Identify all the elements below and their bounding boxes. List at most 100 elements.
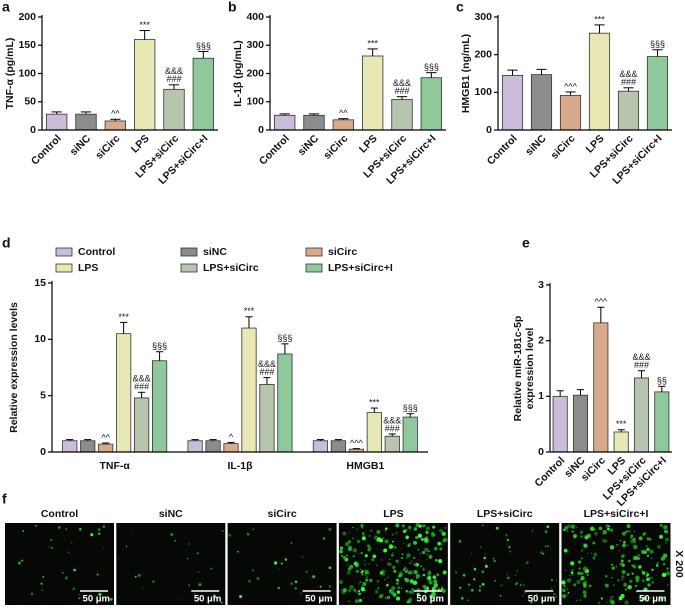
fluorescent-spot <box>610 596 613 599</box>
significance-mark: ^^ <box>101 432 110 442</box>
fluorescent-spot <box>506 573 508 576</box>
fluorescent-spot <box>406 555 409 558</box>
fluorescent-spot <box>174 539 177 542</box>
fluorescent-spot <box>656 574 658 576</box>
fluorescent-spot <box>530 600 533 604</box>
fluorescent-spot <box>570 524 576 529</box>
fluorescent-spot <box>586 573 589 576</box>
fluorescent-spot <box>580 535 583 538</box>
fluorescent-spot <box>389 547 392 550</box>
legend-swatch <box>305 247 323 257</box>
bar <box>163 88 185 131</box>
fluorescent-spot <box>481 583 485 586</box>
fluorescent-spot <box>256 577 260 581</box>
fluorescent-spot <box>90 533 94 537</box>
y-tick-label: 0 <box>538 446 544 458</box>
fluorescent-spot <box>51 547 53 549</box>
bar <box>187 440 203 453</box>
fluorescent-spot <box>522 595 524 597</box>
fluorescent-spot <box>426 553 428 556</box>
fluorescent-spot <box>102 525 106 528</box>
fluorescent-spot <box>587 552 589 554</box>
fluorescent-spot <box>348 600 350 603</box>
fluorescent-spot <box>618 596 623 601</box>
y-tick-label: 0 <box>30 124 36 136</box>
fluorescent-spot <box>346 554 349 556</box>
fluorescent-spot <box>34 524 38 528</box>
fluorescent-spot <box>248 579 252 583</box>
fluorescent-spot <box>413 563 417 567</box>
fluorescent-spot <box>392 552 394 554</box>
fluorescent-spot <box>79 527 82 531</box>
fluorescent-spot <box>582 590 587 595</box>
fluorescent-spot <box>312 575 316 579</box>
fluorescent-spot <box>391 533 395 536</box>
fluorescent-spot <box>360 523 364 528</box>
fluorescent-spot <box>649 549 654 554</box>
fluorescent-spot <box>567 551 569 553</box>
fluorescent-spot <box>624 531 627 534</box>
fluorescent-spot <box>466 599 469 602</box>
x-tick-label: LPS <box>129 133 152 156</box>
significance-mark: *** <box>369 397 380 407</box>
fluorescent-spot <box>500 584 503 587</box>
fluorescent-spot <box>417 533 423 538</box>
y-tick-label: 300 <box>246 39 264 51</box>
fluorescent-spot <box>300 592 303 595</box>
fluorescent-spot <box>611 577 613 579</box>
fluorescent-spot <box>363 534 365 536</box>
fluorescent-spot <box>404 578 410 583</box>
fluorescent-spot <box>640 549 646 554</box>
fluorescent-spot <box>444 526 447 529</box>
significance-mark: ### <box>634 360 649 370</box>
significance-mark: &&& <box>632 352 650 362</box>
fluorescent-spot <box>583 594 587 598</box>
fluorescent-spot <box>361 586 364 589</box>
legend-label: LPS <box>78 262 98 274</box>
fluorescent-spot <box>384 597 387 599</box>
fluorescent-spot <box>346 570 351 575</box>
fluorescent-spot <box>352 548 358 553</box>
fluorescent-spot <box>396 590 401 594</box>
fluorescent-spot <box>651 580 655 584</box>
fluorescent-spot <box>550 587 553 590</box>
fluorescent-spot <box>395 596 401 601</box>
fluorescent-spot <box>649 538 652 541</box>
fluorescent-spot <box>630 534 634 538</box>
fluorescent-spot <box>571 569 574 572</box>
fluorescent-spot <box>627 585 632 590</box>
fluorescent-spot <box>478 589 481 592</box>
fluorescent-spot <box>622 543 626 548</box>
y-tick-label: 1 <box>538 390 544 402</box>
fluorescent-spot <box>408 590 412 594</box>
fluorescent-spot <box>576 526 578 529</box>
y-tick-label: 200 <box>18 11 36 23</box>
bar <box>530 74 553 131</box>
fluorescent-spot <box>98 592 102 596</box>
fluorescent-spot <box>348 547 351 550</box>
fluorescent-spot <box>484 553 486 555</box>
bar <box>361 55 384 131</box>
fluorescent-spot <box>535 593 538 596</box>
fluorescent-spot <box>593 558 595 560</box>
fluorescent-spot <box>598 526 603 531</box>
fluorescent-spot <box>650 597 652 599</box>
bar <box>98 443 114 453</box>
fluorescent-spot <box>526 561 529 564</box>
fluorescent-spot <box>626 530 629 533</box>
fluorescent-spot <box>566 594 569 596</box>
bar <box>241 327 257 453</box>
significance-mark: &&& <box>133 374 151 384</box>
fluorescent-spot <box>367 548 371 552</box>
fluorescent-spot <box>405 535 409 539</box>
fluorescent-spot <box>364 560 366 562</box>
fluorescent-spot <box>344 587 347 590</box>
fluorescent-spot <box>363 597 365 600</box>
fluorescent-spot <box>441 589 446 593</box>
image-label: LPS <box>383 508 403 520</box>
fluorescent-spot <box>611 563 614 566</box>
fluorescent-spot <box>197 571 199 573</box>
fluorescent-spot <box>569 575 571 577</box>
bar <box>501 74 524 131</box>
